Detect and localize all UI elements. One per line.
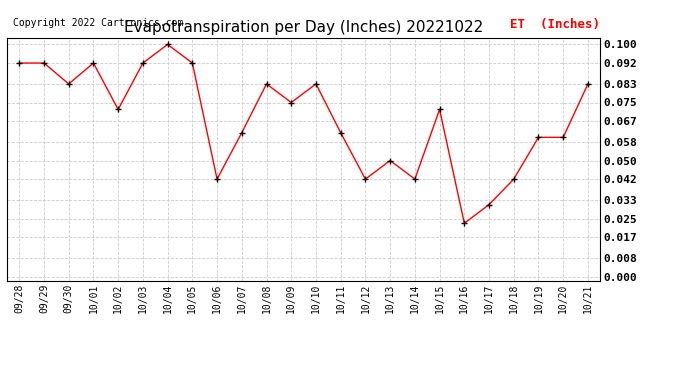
- Title: Evapotranspiration per Day (Inches) 20221022: Evapotranspiration per Day (Inches) 2022…: [124, 20, 483, 35]
- Text: ET  (Inches): ET (Inches): [511, 18, 600, 31]
- Text: Copyright 2022 Cartronics.com: Copyright 2022 Cartronics.com: [13, 18, 184, 28]
